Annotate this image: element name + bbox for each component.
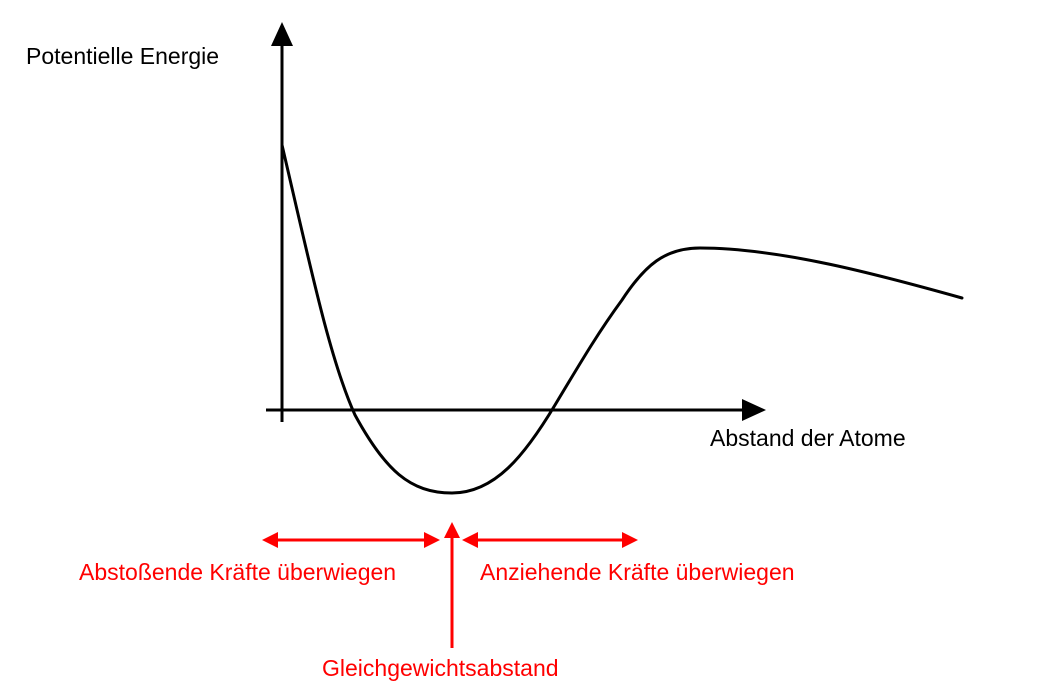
arrow-right-icon (622, 532, 638, 548)
attractive-forces-label: Anziehende Kräfte überwiegen (480, 559, 795, 585)
x-axis (266, 399, 766, 421)
y-axis (271, 22, 293, 422)
equilibrium-distance-label: Gleichgewichtsabstand (322, 655, 559, 681)
equilibrium-arrow (444, 522, 460, 648)
y-axis-arrowhead-icon (271, 22, 293, 46)
arrow-left-icon (262, 532, 278, 548)
y-axis-label: Potentielle Energie (26, 43, 219, 69)
arrow-up-icon (444, 522, 460, 538)
x-axis-label: Abstand der Atome (710, 425, 906, 451)
repulsive-forces-label: Abstoßende Kräfte überwiegen (79, 559, 396, 585)
x-axis-arrowhead-icon (742, 399, 766, 421)
attractive-range-arrow (462, 532, 638, 548)
repulsive-range-arrow (262, 532, 440, 548)
potential-energy-curve (280, 143, 964, 495)
arrow-left-icon (462, 532, 478, 548)
arrow-right-icon (424, 532, 440, 548)
